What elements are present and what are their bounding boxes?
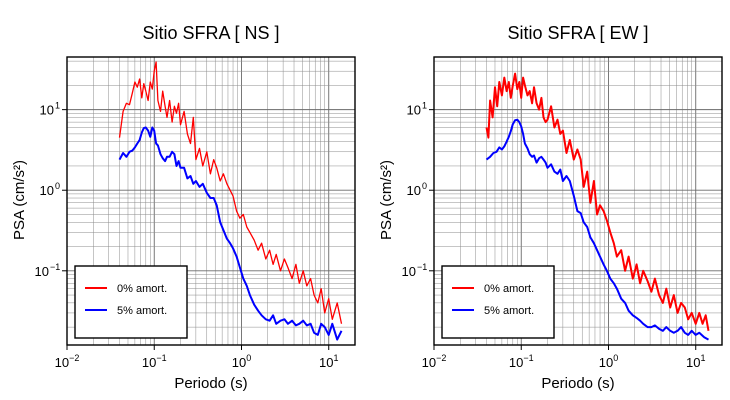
x-tick-label: 100 — [599, 353, 618, 370]
series-line-amort-5 — [118, 126, 343, 341]
chart-title: Sitio SFRA [ NS ] — [142, 23, 279, 43]
legend-box — [441, 265, 555, 339]
grid — [433, 57, 723, 345]
x-tick-label: 10−2 — [55, 353, 80, 370]
y-tick-label: 101 — [40, 101, 60, 118]
legend-box — [74, 265, 188, 339]
y-tick-label: 100 — [40, 181, 60, 198]
x-axis-label: Periodo (s) — [174, 375, 247, 392]
series-line-amort-0 — [118, 61, 343, 324]
x-tick-label: 101 — [686, 353, 705, 370]
x-axis-label: Periodo (s) — [541, 375, 614, 392]
legend-label: 5% amort. — [484, 305, 534, 317]
plot-frame — [433, 56, 723, 346]
x-tick-label: 101 — [319, 353, 338, 370]
y-axis-label: PSA (cm/s²) — [378, 160, 395, 240]
x-tick-label: 10−1 — [142, 353, 167, 370]
plot-frame — [66, 56, 356, 346]
y-tick-label: 10−1 — [35, 262, 61, 279]
legend-label: 5% amort. — [117, 305, 167, 317]
legend: 0% amort. 5% amort. — [441, 265, 555, 339]
series-line-amort-0 — [485, 72, 710, 331]
legend-label: 0% amort. — [117, 283, 167, 295]
y-tick-label: 101 — [407, 101, 427, 118]
y-tick-label: 100 — [407, 181, 427, 198]
chart-ns: Sitio SFRA [ NS ] Periodo (s) PSA (cm/s²… — [11, 23, 356, 392]
series-line-amort-5 — [485, 118, 709, 341]
legend: 0% amort. 5% amort. — [74, 265, 188, 339]
y-tick-label: 10−1 — [402, 262, 428, 279]
x-tick-label: 10−1 — [509, 353, 534, 370]
chart-title: Sitio SFRA [ EW ] — [507, 23, 648, 43]
chart-ew: Sitio SFRA [ EW ] Periodo (s) PSA (cm/s²… — [378, 23, 723, 392]
x-tick-label: 100 — [232, 353, 251, 370]
y-axis-label: PSA (cm/s²) — [11, 160, 28, 240]
x-tick-label: 10−2 — [422, 353, 447, 370]
legend-label: 0% amort. — [484, 283, 534, 295]
